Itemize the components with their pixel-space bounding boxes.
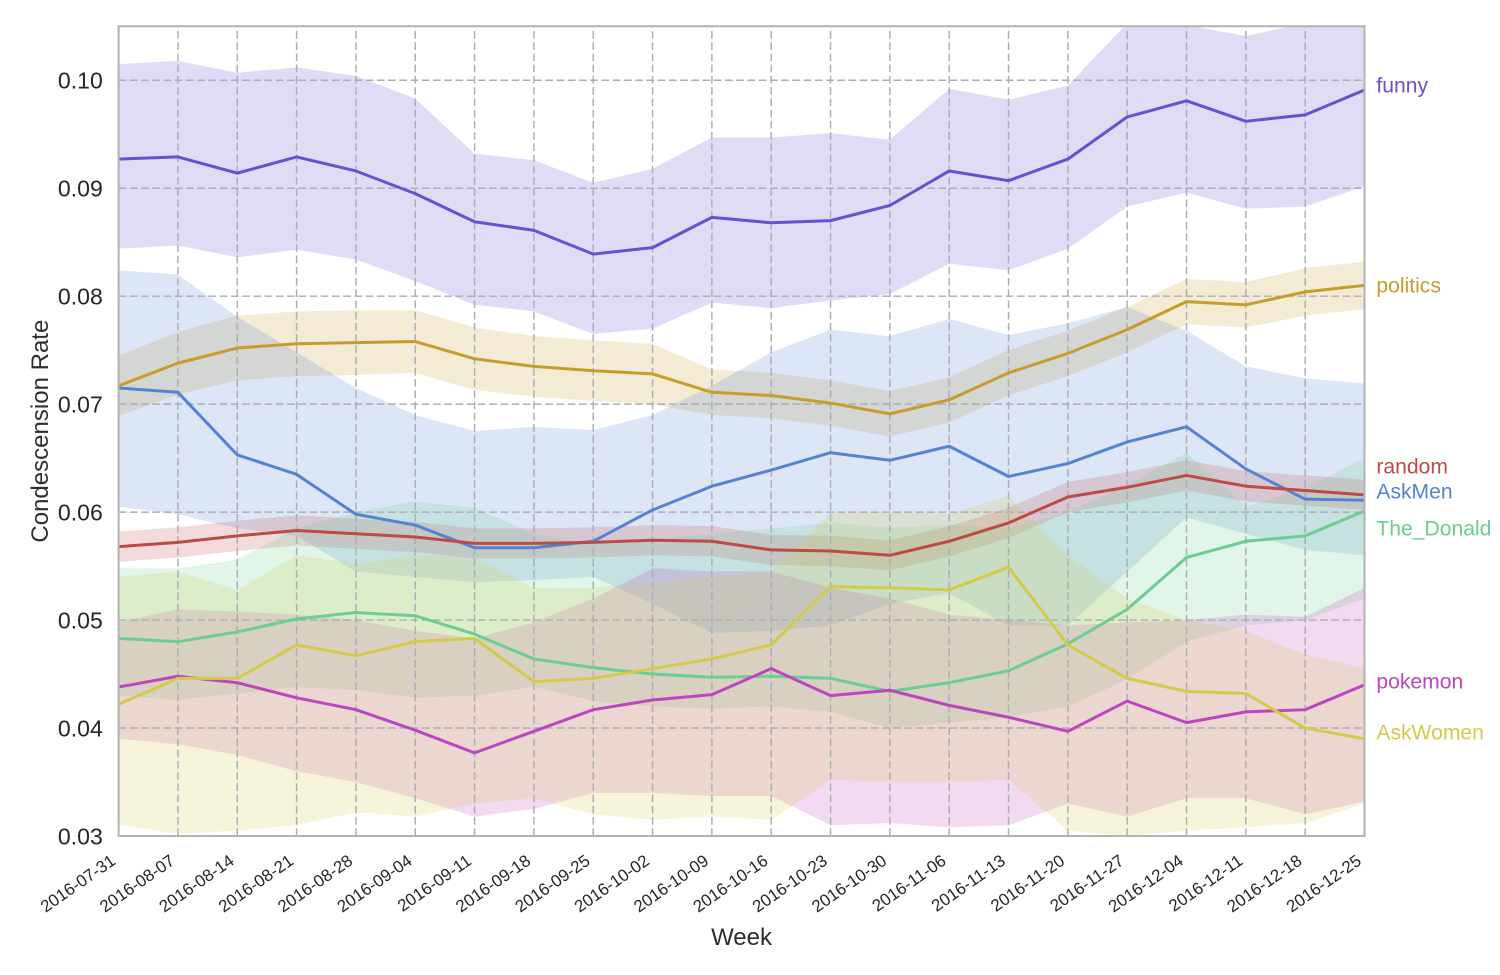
- svg-text:pokemon: pokemon: [1376, 670, 1463, 693]
- svg-text:random: random: [1376, 455, 1448, 478]
- svg-text:funny: funny: [1376, 74, 1428, 97]
- svg-text:Week: Week: [711, 924, 773, 951]
- svg-text:0.08: 0.08: [58, 284, 103, 310]
- svg-text:AskMen: AskMen: [1376, 480, 1452, 503]
- svg-text:0.09: 0.09: [58, 176, 103, 202]
- svg-text:0.04: 0.04: [58, 715, 103, 741]
- svg-text:0.06: 0.06: [58, 499, 103, 525]
- svg-text:The_Donald: The_Donald: [1376, 517, 1491, 540]
- svg-text:0.05: 0.05: [58, 607, 103, 633]
- svg-text:politics: politics: [1376, 274, 1441, 297]
- svg-text:0.10: 0.10: [58, 68, 103, 94]
- svg-text:0.03: 0.03: [58, 823, 103, 849]
- svg-text:AskWomen: AskWomen: [1376, 721, 1484, 744]
- svg-text:0.07: 0.07: [58, 392, 103, 418]
- svg-text:Condescension Rate: Condescension Rate: [27, 320, 54, 543]
